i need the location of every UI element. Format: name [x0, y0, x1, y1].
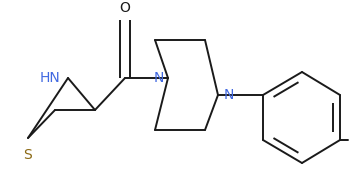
Text: HN: HN [39, 71, 60, 85]
Text: S: S [24, 148, 32, 162]
Text: Cl: Cl [354, 133, 355, 147]
Text: N: N [224, 88, 234, 102]
Text: O: O [120, 1, 130, 15]
Text: N: N [154, 71, 164, 85]
